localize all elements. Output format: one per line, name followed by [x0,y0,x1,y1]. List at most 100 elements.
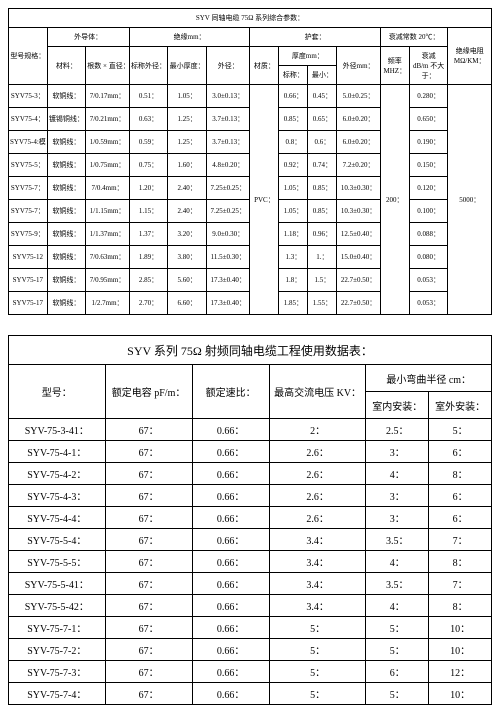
cell: 3： [366,441,429,463]
table-row: SYV-75-5-42：67：0.66：3.4：4：8： [9,595,492,617]
cell: SYV-75-7-2： [9,639,106,661]
cell: 1.05： [168,85,207,108]
cell: 软铜线： [47,85,86,108]
cell: SYV-75-7-1： [9,617,106,639]
cell: 7/0.95mm： [86,269,129,292]
cell: 67： [105,617,192,639]
hdr-outer-conductor: 外导体： [47,28,129,47]
cell: SYV75-7： [9,200,48,223]
hdr-strand: 根数 × 直径： [86,47,129,85]
cell: 0.66： [192,441,269,463]
cell: 6： [429,485,492,507]
hdr-material2: 材质： [250,47,279,85]
table-row: SYV-75-4-2：67：0.66：2.6：4：8： [9,463,492,485]
cell: 7/0.63mm： [86,246,129,269]
cell: 1/0.75mm： [86,154,129,177]
cell: 67： [105,485,192,507]
cell: 67： [105,441,192,463]
cell: SYV75-17 [9,292,48,315]
cell: 0.66： [192,551,269,573]
cell: 7.25±0.25： [206,177,249,200]
cell: 软铜线： [47,200,86,223]
hdr-nominal: 标称： [279,66,308,85]
cell: 0.96： [308,223,337,246]
cell: 软铜线： [47,154,86,177]
hdr-od2: 外径mm： [337,47,380,85]
cell: 3.7±0.13： [206,108,249,131]
cell: 8： [429,595,492,617]
cell: 0.92： [279,154,308,177]
cell: 6.60： [168,292,207,315]
cell: 3.80： [168,246,207,269]
cell: 0.66： [192,617,269,639]
cell: SYV-75-5-5： [9,551,106,573]
cell: SYV-75-4-2： [9,463,106,485]
cell: 0.66： [192,573,269,595]
hdr-thickness: 厚度mm： [279,47,337,66]
cell: 2.85： [129,269,168,292]
hdr-nod: 标称外径： [129,47,168,85]
hdr2-model: 型号： [9,365,106,419]
cell: SYV-75-5-41： [9,573,106,595]
cell: SYV75-9： [9,223,48,246]
cell: 1.05： [279,177,308,200]
cell-res: 5000： [448,85,492,315]
cell: SYV-75-4-1： [9,441,106,463]
cell: 1/1.37mm： [86,223,129,246]
cell: 5： [366,617,429,639]
cell: 5.0±0.25： [337,85,380,108]
table-row: SYV-75-4-3：67：0.66：2.6：3：6： [9,485,492,507]
cell: 3： [366,507,429,529]
cell: 3.4： [269,573,366,595]
cell: 5： [269,661,366,683]
cell: 67： [105,419,192,441]
cell: 0.66： [192,595,269,617]
cell: 0.280： [409,85,448,108]
cell: 6.0±0.20： [337,108,380,131]
cell: 0.66： [279,85,308,108]
cell: 2.6： [269,441,366,463]
hdr-material: 材料： [47,47,86,85]
cell: 1.5： [308,269,337,292]
cell: 1.20： [129,177,168,200]
cell: 17.3±0.40： [206,292,249,315]
cell-freq: 200： [380,85,409,315]
cell: SYV-75-4-4： [9,507,106,529]
hdr2-vel: 额定速比： [192,365,269,419]
cell: 67： [105,639,192,661]
cell: 2.6： [269,463,366,485]
cell: 1.： [308,246,337,269]
cell: SYV75-3： [9,85,48,108]
cell: 17.3±0.40： [206,269,249,292]
cell: 8： [429,463,492,485]
cell: 5： [366,639,429,661]
cell: 0.51： [129,85,168,108]
cell: 11.5±0.30： [206,246,249,269]
cell: 67： [105,529,192,551]
hdr-insres: 绝缘电阻MΩ/KM： [448,28,492,85]
cell: 7： [429,573,492,595]
cell: 7： [429,529,492,551]
cell: 1/1.15mm： [86,200,129,223]
table-row: SYV-75-5-5：67：0.66：3.4：4：8： [9,551,492,573]
cell: 2.40： [168,200,207,223]
cell: 4.8±0.20： [206,154,249,177]
cell: SYV-75-5-4： [9,529,106,551]
cell: 67： [105,661,192,683]
hdr-attenuation: 衰减常数 20℃： [380,28,448,47]
cell: 0.190： [409,131,448,154]
table-row: SYV-75-5-4：67：0.66：3.4：3.5：7： [9,529,492,551]
cell: 0.66： [192,639,269,661]
cell: 1/0.59mm： [86,131,129,154]
cell: 7.25±0.25： [206,200,249,223]
cell: 镀锡铜线： [47,108,86,131]
cell: 软铜线： [47,292,86,315]
cell: 10： [429,617,492,639]
cell: 软铜线： [47,223,86,246]
table2-title: SYV 系列 75Ω 射频同轴电缆工程使用数据表： [9,336,492,365]
cell: 1.60： [168,154,207,177]
cell: 0.080： [409,246,448,269]
table-row: SYV-75-3-41：67：0.66：2：2.5：5： [9,419,492,441]
cell: 1.18： [279,223,308,246]
cell: 6： [429,441,492,463]
